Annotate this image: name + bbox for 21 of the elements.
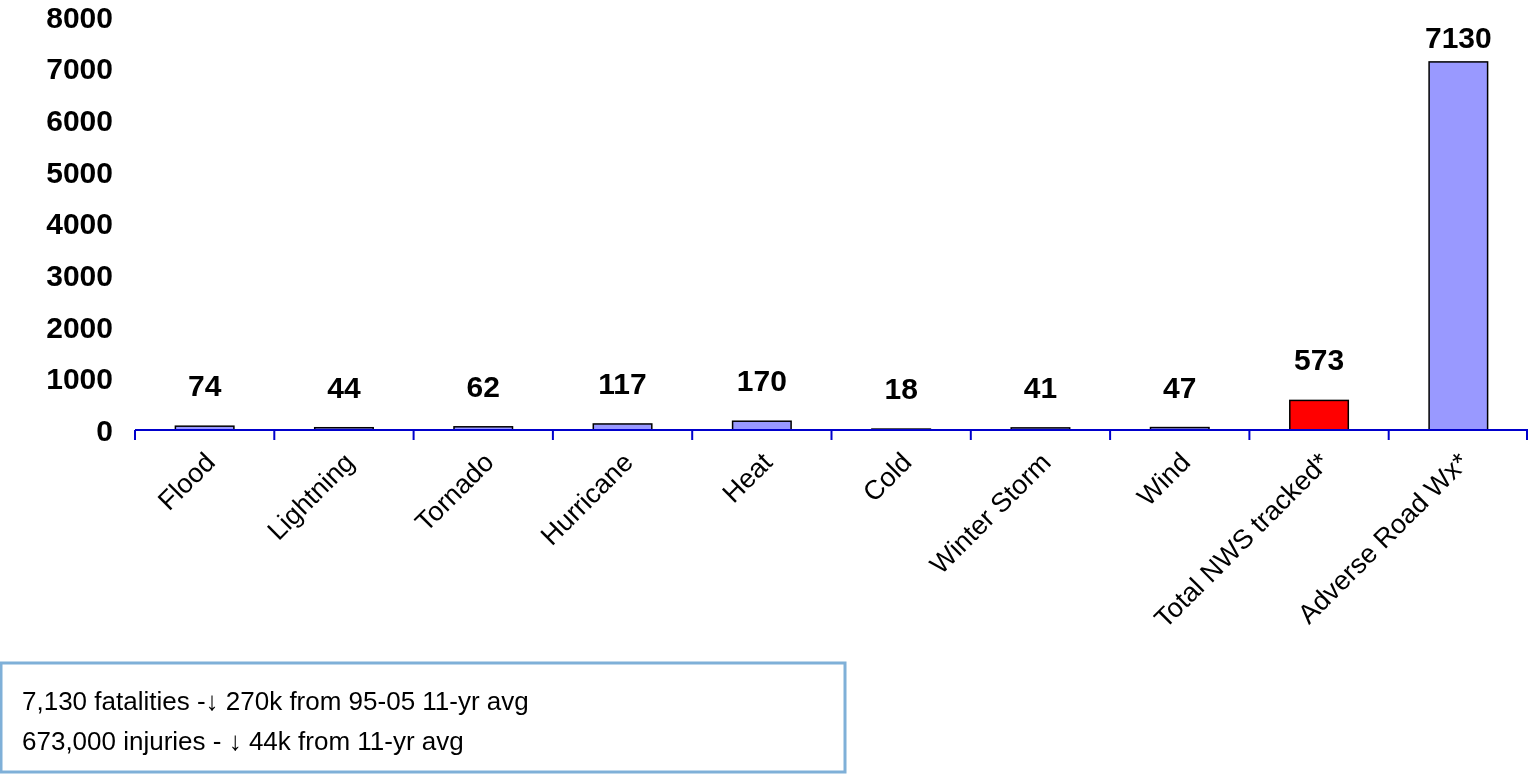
- text: 7,130 fatalities -↓ 270k from 95-05 11-yr avg: [22, 686, 529, 716]
- data-label: 117: [598, 366, 647, 400]
- y-tick-label: 8000: [46, 0, 113, 34]
- data-label: 47: [1163, 370, 1197, 404]
- data-label: 170: [736, 364, 787, 398]
- y-tick-label: 1000: [46, 362, 113, 396]
- data-label: 41: [1023, 370, 1058, 404]
- data-label: 18: [884, 372, 918, 406]
- data-label: 74: [187, 369, 222, 403]
- y-tick-label: 0: [96, 413, 113, 447]
- y-tick-label: 5000: [46, 155, 113, 189]
- data-label: 44: [327, 370, 361, 404]
- y-tick-label: 6000: [46, 104, 113, 138]
- text: 673,000 injuries - ↓ 44k from 11-yr avg: [22, 726, 464, 756]
- y-tick-label: 2000: [46, 310, 113, 344]
- y-tick-label: 3000: [46, 258, 113, 292]
- data-label: 7130: [1424, 20, 1492, 54]
- data-label: 62: [466, 369, 500, 403]
- y-tick-label: 4000: [46, 207, 113, 241]
- y-tick-label: 7000: [46, 52, 113, 86]
- data-label: 573: [1294, 343, 1345, 377]
